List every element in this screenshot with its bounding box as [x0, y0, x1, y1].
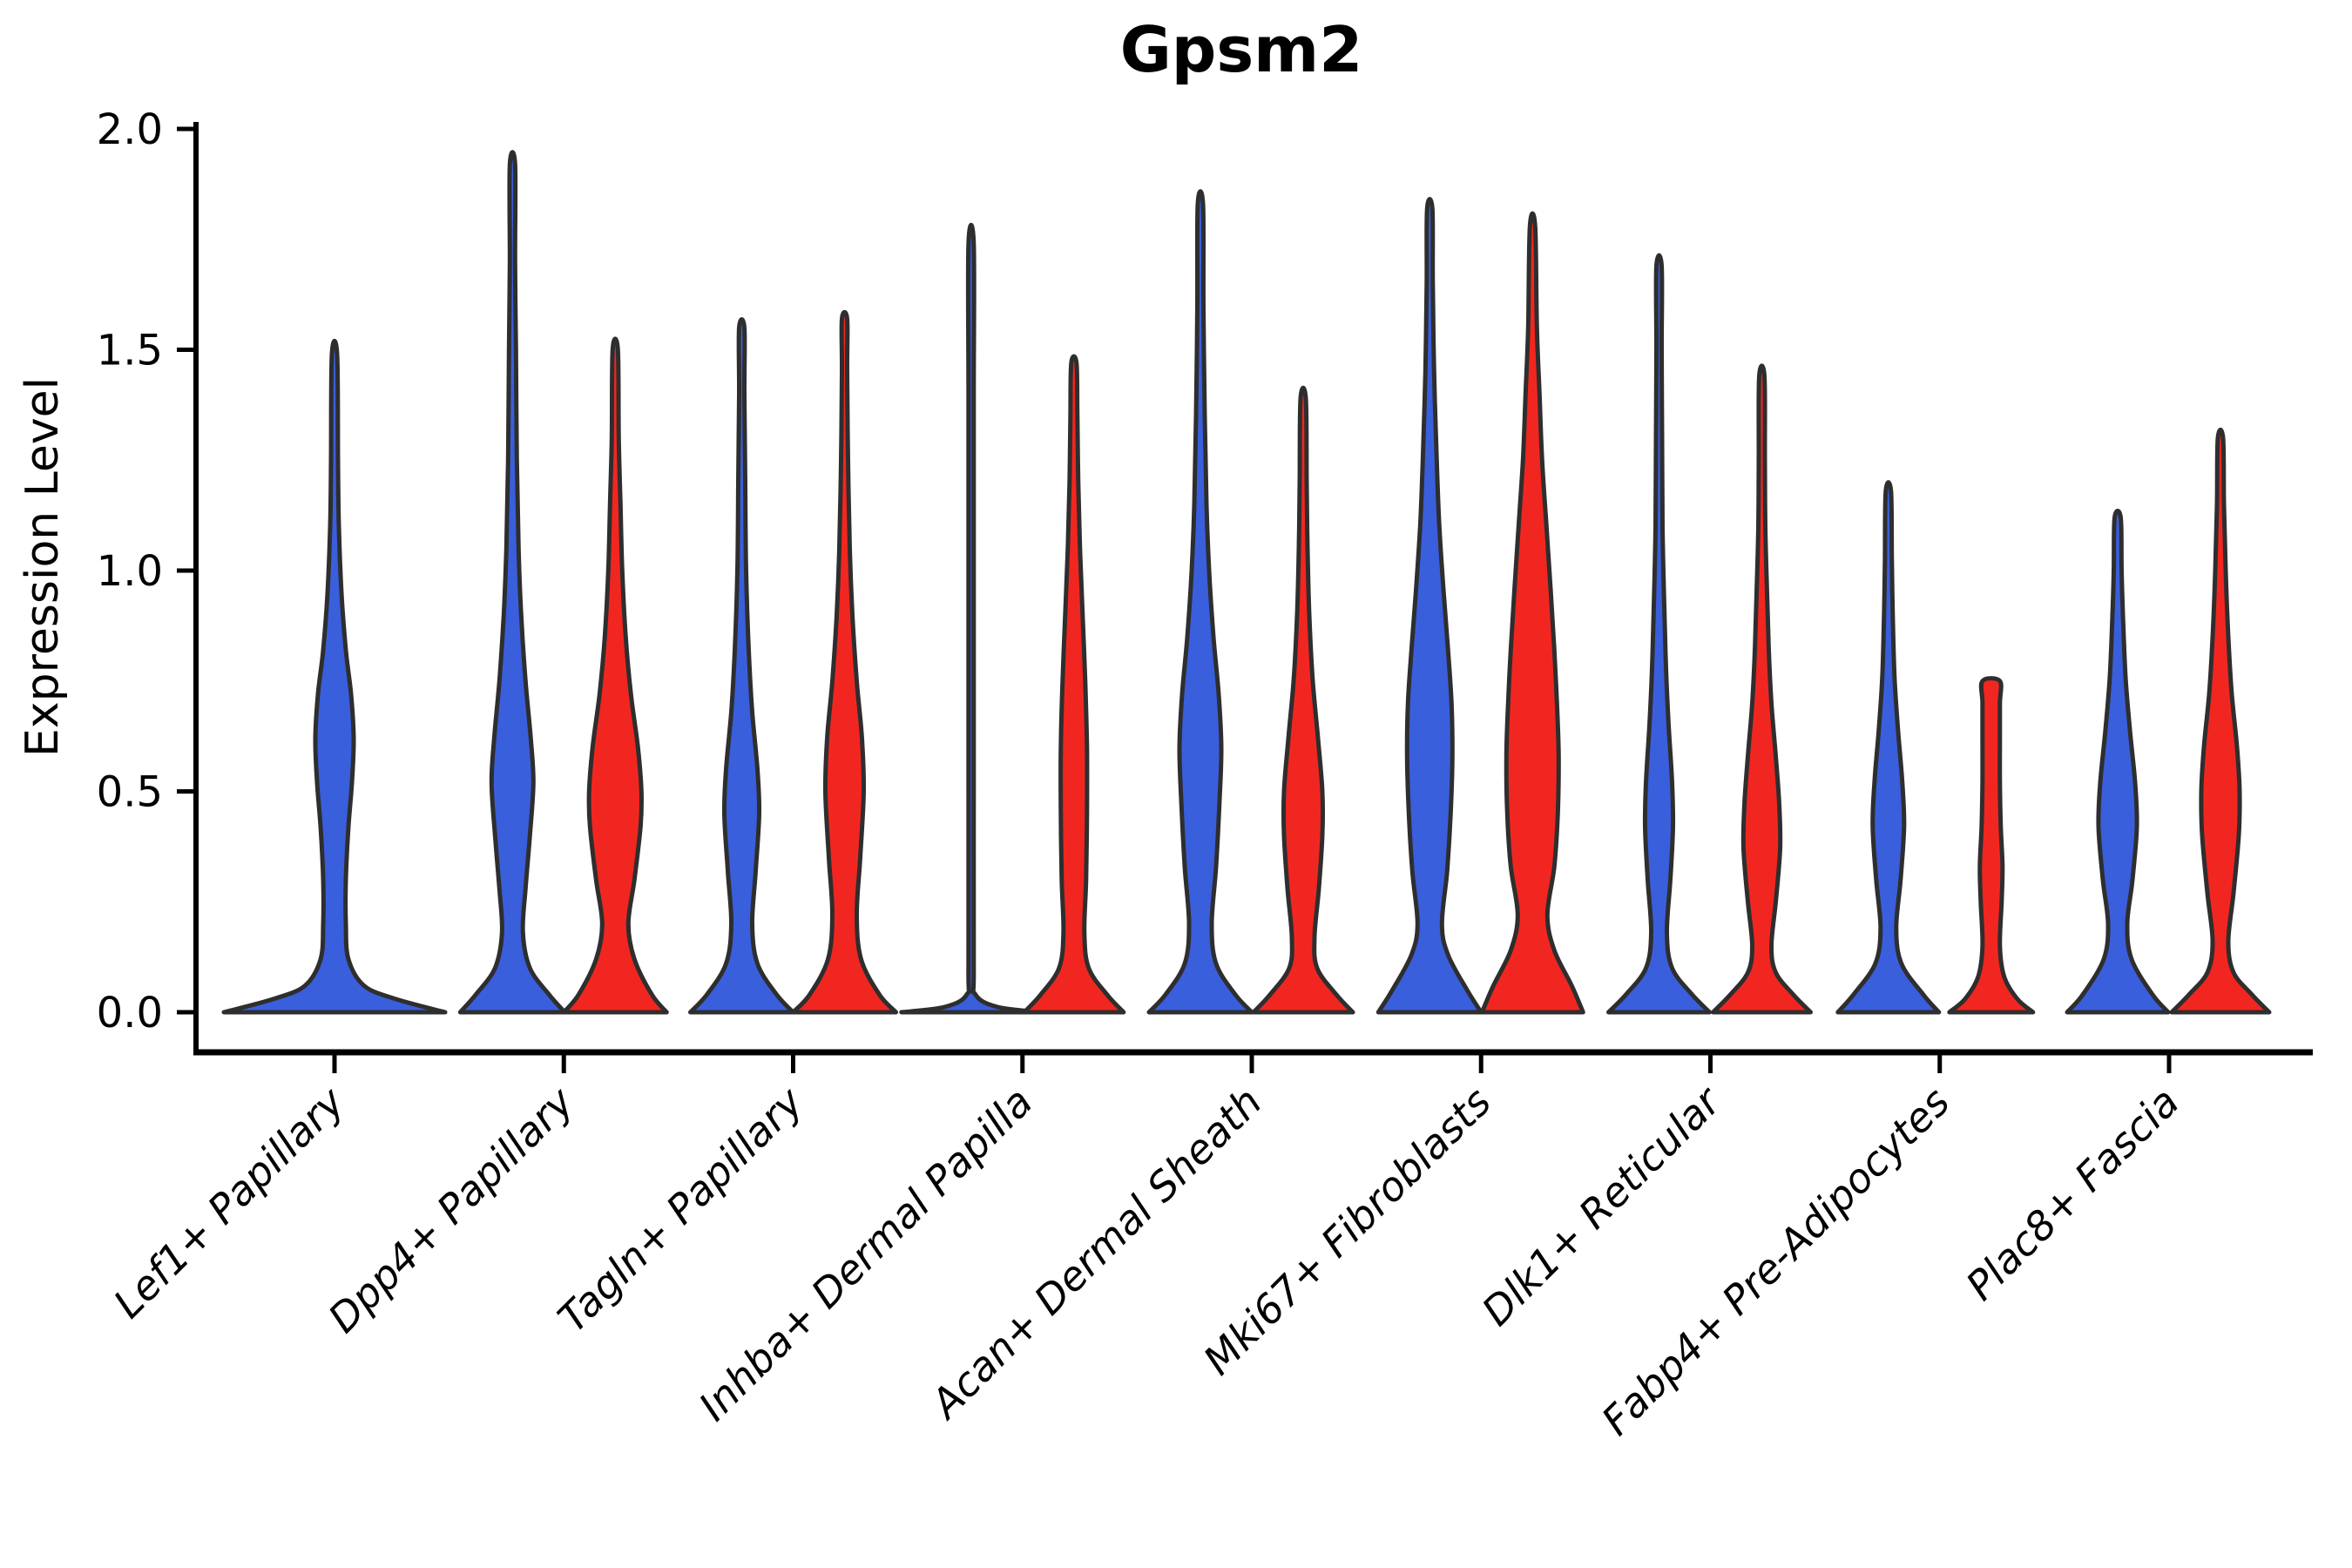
y-tick-label: 1.0	[97, 547, 163, 596]
violin-3-red	[1022, 354, 1126, 1015]
chart-title: Gpsm2	[1120, 13, 1363, 86]
violin-6-blue	[1606, 253, 1712, 1015]
violin-2-red	[791, 309, 898, 1015]
violins-layer	[221, 150, 2272, 1015]
violin-5-red	[1479, 211, 1585, 1015]
y-tick-label: 0.5	[97, 768, 163, 817]
violin-1-red	[561, 336, 669, 1015]
y-tick-label: 2.0	[97, 105, 163, 154]
violin-2-blue	[688, 317, 795, 1015]
x-tick-label: Dpp4+ Papillary	[319, 1078, 583, 1342]
violin-4-red	[1251, 385, 1355, 1015]
x-tick-label: Dlk1+ Reticular	[1473, 1076, 1732, 1335]
violin-1-blue	[457, 150, 567, 1015]
y-tick-labels: 0.0 0.5 1.0 1.5 2.0	[97, 105, 163, 1037]
x-tick-label: Tagln+ Papillary	[549, 1078, 813, 1342]
violin-3-blue	[899, 222, 1044, 1015]
violin-7-blue	[1835, 480, 1942, 1015]
violin-8-red	[2169, 427, 2272, 1015]
violin-6-red	[1711, 363, 1813, 1015]
y-tick-label: 1.5	[97, 327, 163, 375]
x-tick-label: Plac8+ Fascia	[1957, 1078, 2187, 1309]
violin-8-blue	[2065, 509, 2171, 1015]
axes-layer	[177, 122, 2313, 1073]
violin-4-blue	[1146, 189, 1254, 1015]
y-tick-label: 0.0	[97, 989, 163, 1037]
x-tick-label: Lef1+ Papillary	[105, 1078, 354, 1327]
violin-7-red	[1947, 676, 2036, 1015]
y-axis-label: Expression Level	[17, 377, 69, 757]
violin-0-blue	[221, 338, 448, 1015]
violin-5-blue	[1375, 197, 1484, 1015]
